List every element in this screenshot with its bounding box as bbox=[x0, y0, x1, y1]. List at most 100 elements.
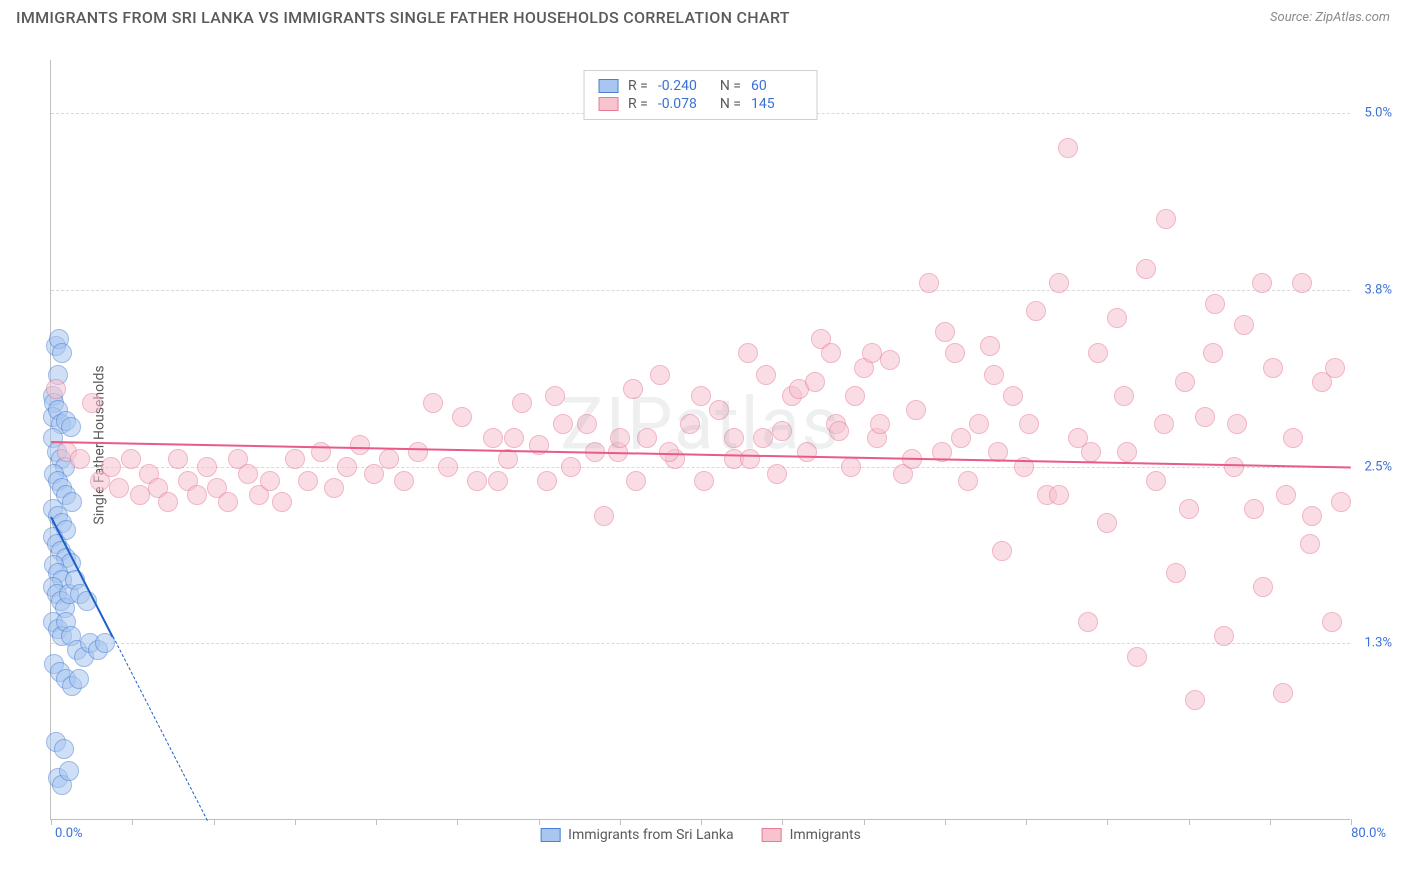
data-point bbox=[1253, 577, 1273, 597]
data-point bbox=[945, 343, 965, 363]
data-point bbox=[1292, 273, 1312, 293]
data-point bbox=[238, 464, 258, 484]
data-point bbox=[623, 379, 643, 399]
legend-row-sri-lanka: R = -0.240 N = 60 bbox=[598, 77, 803, 95]
grid-line bbox=[51, 643, 1350, 644]
data-point bbox=[951, 428, 971, 448]
data-point bbox=[709, 400, 729, 420]
x-tick-mark bbox=[1026, 819, 1027, 825]
data-point bbox=[109, 478, 129, 498]
n-label: N = bbox=[720, 96, 741, 112]
data-point bbox=[1234, 315, 1254, 335]
data-point bbox=[610, 428, 630, 448]
data-point bbox=[187, 485, 207, 505]
data-point bbox=[862, 343, 882, 363]
data-point bbox=[1263, 358, 1283, 378]
data-point bbox=[260, 471, 280, 491]
data-point bbox=[1195, 407, 1215, 427]
data-point bbox=[1325, 358, 1345, 378]
data-point bbox=[168, 449, 188, 469]
data-point bbox=[394, 471, 414, 491]
data-point bbox=[1156, 209, 1176, 229]
data-point bbox=[1097, 513, 1117, 533]
data-point bbox=[1078, 612, 1098, 632]
data-point bbox=[438, 457, 458, 477]
data-point bbox=[756, 365, 776, 385]
data-point bbox=[1136, 259, 1156, 279]
data-point bbox=[59, 761, 79, 781]
data-point bbox=[1127, 647, 1147, 667]
data-point bbox=[1205, 294, 1225, 314]
legend-item-immigrants: Immigrants bbox=[762, 827, 861, 843]
data-point bbox=[1166, 563, 1186, 583]
x-tick-mark bbox=[864, 819, 865, 825]
data-point bbox=[1214, 626, 1234, 646]
x-tick-min: 0.0% bbox=[55, 826, 83, 841]
data-point bbox=[1179, 499, 1199, 519]
x-tick-mark bbox=[701, 819, 702, 825]
plot-area: ZIPatlas R = -0.240 N = 60 R = -0.078 N … bbox=[50, 60, 1350, 820]
data-point bbox=[1175, 372, 1195, 392]
x-tick-mark bbox=[945, 819, 946, 825]
data-point bbox=[626, 471, 646, 491]
data-point bbox=[512, 393, 532, 413]
data-point bbox=[980, 336, 1000, 356]
data-point bbox=[324, 478, 344, 498]
data-point bbox=[1322, 612, 1342, 632]
x-tick-mark bbox=[620, 819, 621, 825]
x-tick-mark bbox=[1189, 819, 1190, 825]
data-point bbox=[1203, 343, 1223, 363]
data-point bbox=[637, 428, 657, 448]
x-tick-mark bbox=[782, 819, 783, 825]
data-point bbox=[1003, 386, 1023, 406]
y-tick-label: 3.8% bbox=[1364, 282, 1392, 297]
series-legend: Immigrants from Sri Lanka Immigrants bbox=[540, 827, 861, 843]
x-tick-mark bbox=[51, 819, 52, 825]
data-point bbox=[841, 457, 861, 477]
y-tick-label: 2.5% bbox=[1364, 459, 1392, 474]
data-point bbox=[906, 400, 926, 420]
data-point bbox=[82, 393, 102, 413]
data-point bbox=[1049, 273, 1069, 293]
n-value-sri-lanka: 60 bbox=[751, 78, 803, 94]
data-point bbox=[488, 471, 508, 491]
data-point bbox=[498, 449, 518, 469]
data-point bbox=[69, 669, 89, 689]
data-point bbox=[285, 449, 305, 469]
data-point bbox=[1252, 273, 1272, 293]
x-tick-mark bbox=[376, 819, 377, 825]
data-point bbox=[272, 492, 292, 512]
data-point bbox=[61, 417, 81, 437]
data-point bbox=[46, 379, 66, 399]
x-tick-mark bbox=[1351, 819, 1352, 825]
data-point bbox=[650, 365, 670, 385]
data-point bbox=[1019, 414, 1039, 434]
data-point bbox=[379, 449, 399, 469]
swatch-immigrants-icon bbox=[762, 828, 782, 842]
x-tick-mark bbox=[457, 819, 458, 825]
data-point bbox=[158, 492, 178, 512]
data-point bbox=[553, 414, 573, 434]
legend-label-sri-lanka: Immigrants from Sri Lanka bbox=[568, 827, 733, 843]
y-tick-label: 1.3% bbox=[1364, 636, 1392, 651]
data-point bbox=[408, 442, 428, 462]
n-value-immigrants: 145 bbox=[751, 96, 803, 112]
data-point bbox=[1331, 492, 1351, 512]
data-point bbox=[1154, 414, 1174, 434]
data-point bbox=[561, 457, 581, 477]
r-label: R = bbox=[628, 78, 648, 94]
data-point bbox=[452, 407, 472, 427]
data-point bbox=[740, 449, 760, 469]
data-point bbox=[1244, 499, 1264, 519]
data-point bbox=[1146, 471, 1166, 491]
data-point bbox=[218, 492, 238, 512]
data-point bbox=[70, 449, 90, 469]
data-point bbox=[1117, 442, 1137, 462]
trend-line bbox=[112, 636, 207, 820]
data-point bbox=[992, 541, 1012, 561]
data-point bbox=[1107, 308, 1127, 328]
data-point bbox=[423, 393, 443, 413]
data-point bbox=[101, 457, 121, 477]
data-point bbox=[337, 457, 357, 477]
data-point bbox=[1058, 138, 1078, 158]
